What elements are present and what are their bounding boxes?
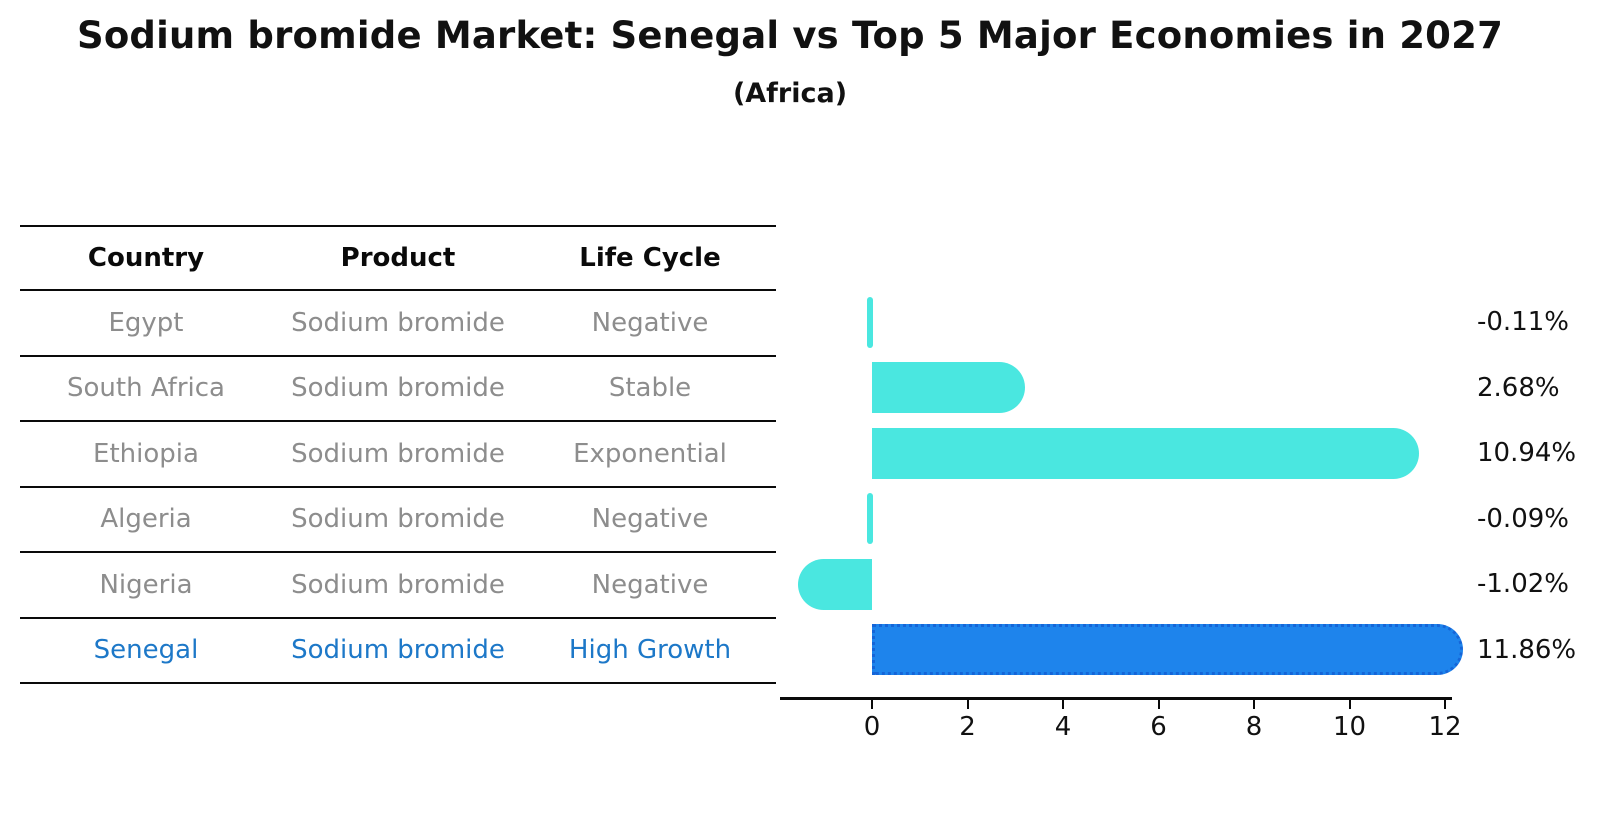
bar-egypt xyxy=(867,296,873,348)
x-tick-label: 6 xyxy=(1150,712,1167,742)
table-row-algeria: Algeria Sodium bromide Negative xyxy=(20,488,776,553)
x-tick-mark xyxy=(1157,700,1160,709)
x-tick-label: 12 xyxy=(1428,712,1462,742)
cell-product: Sodium bromide xyxy=(291,438,505,469)
chart-subtitle: (Africa) xyxy=(732,78,848,109)
bar-senegal xyxy=(872,624,1464,675)
table-row-senegal: Senegal Sodium bromide High Growth xyxy=(20,619,776,684)
table-header-product: Product xyxy=(340,243,456,273)
table-row-nigeria: Nigeria Sodium bromide Negative xyxy=(20,553,776,619)
bar-chart: 0 2 4 6 8 10 12 -0.11% 2.68% 10.94% -0.09% -1.02% 1… xyxy=(778,280,1604,780)
table-row-south-africa: South Africa Sodium bromide Stable xyxy=(20,357,776,422)
bar-nigeria xyxy=(798,558,872,610)
cell-country: Nigeria xyxy=(99,569,193,600)
table-body: Egypt Sodium bromide Negative South Africa S… xyxy=(20,291,776,684)
bar-value-label-algeria: -0.09% xyxy=(1477,503,1569,534)
bar-algeria xyxy=(867,493,873,544)
cell-life-cycle: Negative xyxy=(591,569,709,600)
x-tick-label: 8 xyxy=(1245,712,1263,742)
cell-country: Egypt xyxy=(108,307,184,338)
x-tick-mark xyxy=(871,700,873,709)
table-header-life-cycle: Life Cycle xyxy=(579,243,721,273)
x-axis-line xyxy=(780,697,1452,700)
x-tick-mark xyxy=(1348,700,1351,709)
bar-value-label-nigeria: -1.02% xyxy=(1477,569,1569,599)
x-tick-mark xyxy=(1062,700,1064,709)
bar-south-africa xyxy=(872,362,1025,413)
cell-country: Senegal xyxy=(93,635,199,666)
table-row-ethiopia: Ethiopia Sodium bromide Exponential xyxy=(20,422,776,488)
cell-product: Sodium bromide xyxy=(291,307,505,338)
cell-life-cycle: Exponential xyxy=(573,438,727,469)
cell-product: Sodium bromide xyxy=(291,504,505,535)
x-tick-label: 10 xyxy=(1332,712,1367,742)
x-tick-label: 0 xyxy=(863,712,881,742)
cell-life-cycle: Negative xyxy=(591,307,709,338)
bar-value-label-south-africa: 2.68% xyxy=(1477,372,1560,403)
cell-product: Sodium bromide xyxy=(291,569,505,600)
cell-life-cycle: Stable xyxy=(608,373,692,404)
cell-country: Algeria xyxy=(100,504,192,535)
cell-life-cycle: Negative xyxy=(591,504,709,535)
cell-country: Ethiopia xyxy=(93,438,199,469)
x-tick-label: 4 xyxy=(1054,712,1072,742)
bar-ethiopia xyxy=(872,427,1420,479)
x-tick-mark xyxy=(1253,700,1255,709)
bar-value-label-ethiopia: 10.94% xyxy=(1477,438,1577,468)
table-header-row: Country Product Life Cycle xyxy=(20,225,776,291)
cell-country: South Africa xyxy=(67,373,225,404)
cell-product: Sodium bromide xyxy=(291,373,505,404)
cell-product: Sodium bromide xyxy=(291,635,505,666)
bar-value-label-egypt: -0.11% xyxy=(1477,307,1569,337)
bar-value-label-senegal: 11.86% xyxy=(1477,634,1577,665)
x-tick-mark xyxy=(966,700,969,709)
x-tick-label: 2 xyxy=(959,712,976,742)
table-row-egypt: Egypt Sodium bromide Negative xyxy=(20,291,776,357)
table-header-country: Country xyxy=(87,243,205,273)
chart-title: Sodium bromide Market: Senegal vs Top 5 … xyxy=(76,14,1504,57)
cell-life-cycle: High Growth xyxy=(568,635,732,666)
x-tick-mark xyxy=(1444,700,1446,709)
comparison-table: Country Product Life Cycle Egypt Sodium b… xyxy=(20,225,776,684)
